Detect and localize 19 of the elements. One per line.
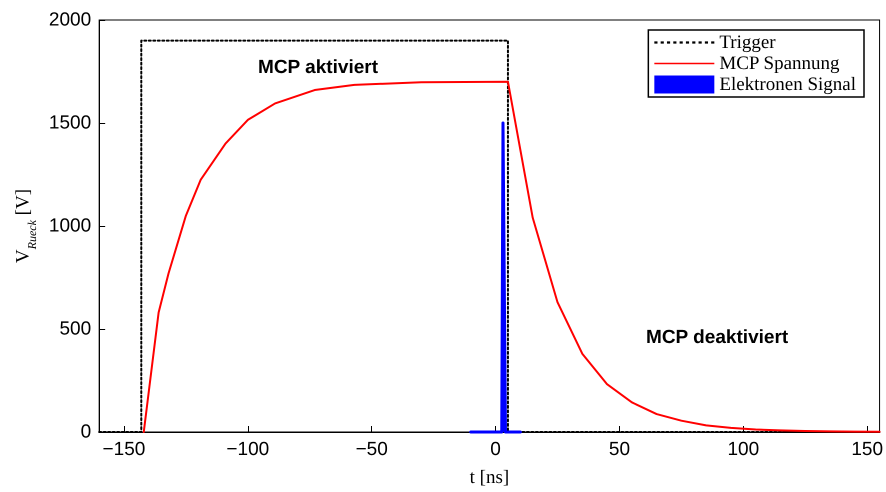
- x-tick-label: −100: [226, 439, 270, 460]
- legend-label: MCP Spannung: [719, 53, 840, 74]
- x-tick-label: 0: [490, 439, 501, 460]
- y-tick-label: 500: [59, 318, 92, 340]
- x-tick-label: −50: [356, 439, 388, 460]
- y-tick-label: 1500: [48, 112, 92, 134]
- legend-label: Elektronen Signal: [719, 74, 856, 95]
- y-tick-label: 2000: [48, 10, 92, 30]
- legend-label: Trigger: [719, 32, 776, 53]
- x-axis-title: t [ns]: [470, 467, 510, 488]
- y-tick-label: 0: [80, 422, 92, 442]
- x-tick-label: 50: [608, 439, 630, 460]
- x-tick-label: −150: [102, 439, 146, 460]
- x-tick-label: 100: [727, 439, 760, 460]
- y-tick-label: 1000: [48, 216, 92, 236]
- annotation: MCP deaktiviert: [646, 327, 789, 348]
- x-tick-label: 150: [851, 439, 884, 460]
- y-axis-title: VRueck [V]: [12, 188, 39, 264]
- annotation: MCP aktiviert: [258, 57, 379, 78]
